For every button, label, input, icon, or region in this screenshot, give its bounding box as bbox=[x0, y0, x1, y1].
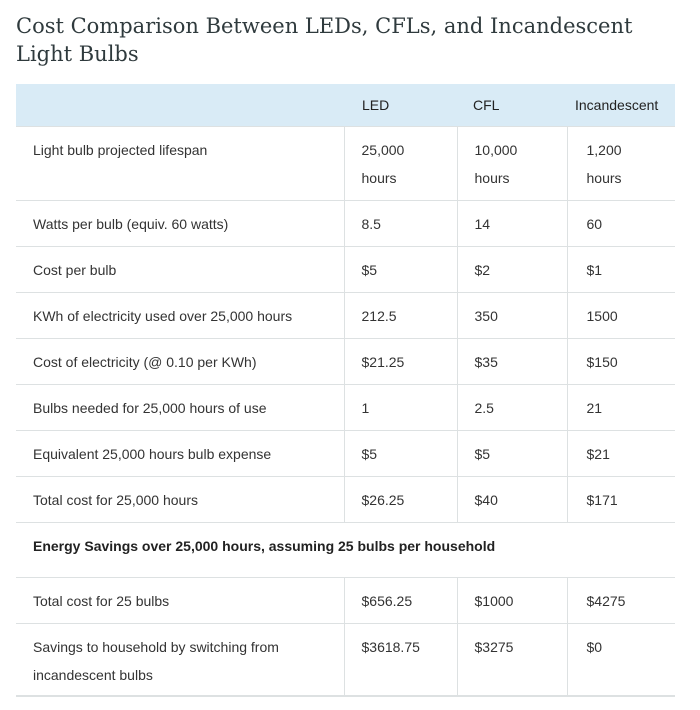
row-label: KWh of electricity used over 25,000 hour… bbox=[16, 292, 344, 339]
table-header-row: LED CFL Incandescent bbox=[16, 84, 675, 127]
cell-led: 8.5 bbox=[343, 200, 457, 247]
table-row: Cost per bulb $5 $2 $1 bbox=[16, 246, 675, 293]
table-row: Cost of electricity (@ 0.10 per KWh) $21… bbox=[16, 338, 675, 385]
cell-incandescent: $4275 bbox=[566, 577, 675, 624]
header-cfl: CFL bbox=[457, 84, 567, 127]
cell-cfl: 10,000 hours bbox=[456, 126, 567, 201]
table-row: Total cost for 25,000 hours $26.25 $40 $… bbox=[16, 476, 675, 523]
cell-incandescent: $171 bbox=[566, 476, 675, 523]
cell-led: 1 bbox=[343, 384, 457, 431]
cell-led: $3618.75 bbox=[343, 623, 457, 697]
row-label: Watts per bulb (equiv. 60 watts) bbox=[16, 200, 344, 247]
row-label: Total cost for 25,000 hours bbox=[16, 476, 344, 523]
header-led: LED bbox=[344, 84, 457, 127]
table-row: Light bulb projected lifespan 25,000 hou… bbox=[16, 126, 675, 201]
row-label: Cost of electricity (@ 0.10 per KWh) bbox=[16, 338, 344, 385]
page-title: Cost Comparison Between LEDs, CFLs, and … bbox=[16, 14, 633, 66]
cell-led: $656.25 bbox=[343, 577, 457, 624]
cell-led: $5 bbox=[343, 430, 457, 477]
cell-incandescent: $1 bbox=[566, 246, 675, 293]
cell-cfl: $35 bbox=[456, 338, 567, 385]
row-label: Bulbs needed for 25,000 hours of use bbox=[16, 384, 344, 431]
cell-incandescent: 1,200 hours bbox=[566, 126, 675, 201]
row-label: Light bulb projected lifespan bbox=[16, 126, 344, 201]
table-row: Watts per bulb (equiv. 60 watts) 8.5 14 … bbox=[16, 200, 675, 247]
row-label: Cost per bulb bbox=[16, 246, 344, 293]
table-row: Savings to household by switching from i… bbox=[16, 623, 675, 697]
cell-cfl: 350 bbox=[456, 292, 567, 339]
cell-cfl: 2.5 bbox=[456, 384, 567, 431]
section-heading-row: Energy Savings over 25,000 hours, assumi… bbox=[16, 522, 675, 578]
row-label: Total cost for 25 bulbs bbox=[16, 577, 344, 624]
cell-incandescent: 1500 bbox=[566, 292, 675, 339]
table-row: Total cost for 25 bulbs $656.25 $1000 $4… bbox=[16, 577, 675, 624]
section-heading: Energy Savings over 25,000 hours, assumi… bbox=[16, 522, 675, 578]
cell-cfl: $40 bbox=[456, 476, 567, 523]
cell-incandescent: $0 bbox=[566, 623, 675, 697]
cell-cfl: $1000 bbox=[456, 577, 567, 624]
cell-incandescent: $150 bbox=[566, 338, 675, 385]
row-label: Equivalent 25,000 hours bulb expense bbox=[16, 430, 344, 477]
table-row: Bulbs needed for 25,000 hours of use 1 2… bbox=[16, 384, 675, 431]
cell-led: $5 bbox=[343, 246, 457, 293]
cell-incandescent: 21 bbox=[566, 384, 675, 431]
cell-incandescent: $21 bbox=[566, 430, 675, 477]
cell-cfl: 14 bbox=[456, 200, 567, 247]
cell-cfl: $5 bbox=[456, 430, 567, 477]
cell-led: 25,000 hours bbox=[343, 126, 457, 201]
row-label: Savings to household by switching from i… bbox=[16, 623, 344, 697]
header-empty bbox=[16, 84, 344, 127]
cell-led: 212.5 bbox=[343, 292, 457, 339]
comparison-table: LED CFL Incandescent Light bulb projecte… bbox=[16, 84, 675, 697]
header-incandescent: Incandescent bbox=[567, 84, 675, 127]
cell-cfl: $3275 bbox=[456, 623, 567, 697]
cell-cfl: $2 bbox=[456, 246, 567, 293]
cell-incandescent: 60 bbox=[566, 200, 675, 247]
cell-led: $21.25 bbox=[343, 338, 457, 385]
table-row: KWh of electricity used over 25,000 hour… bbox=[16, 292, 675, 339]
table-row: Equivalent 25,000 hours bulb expense $5 … bbox=[16, 430, 675, 477]
cell-led: $26.25 bbox=[343, 476, 457, 523]
